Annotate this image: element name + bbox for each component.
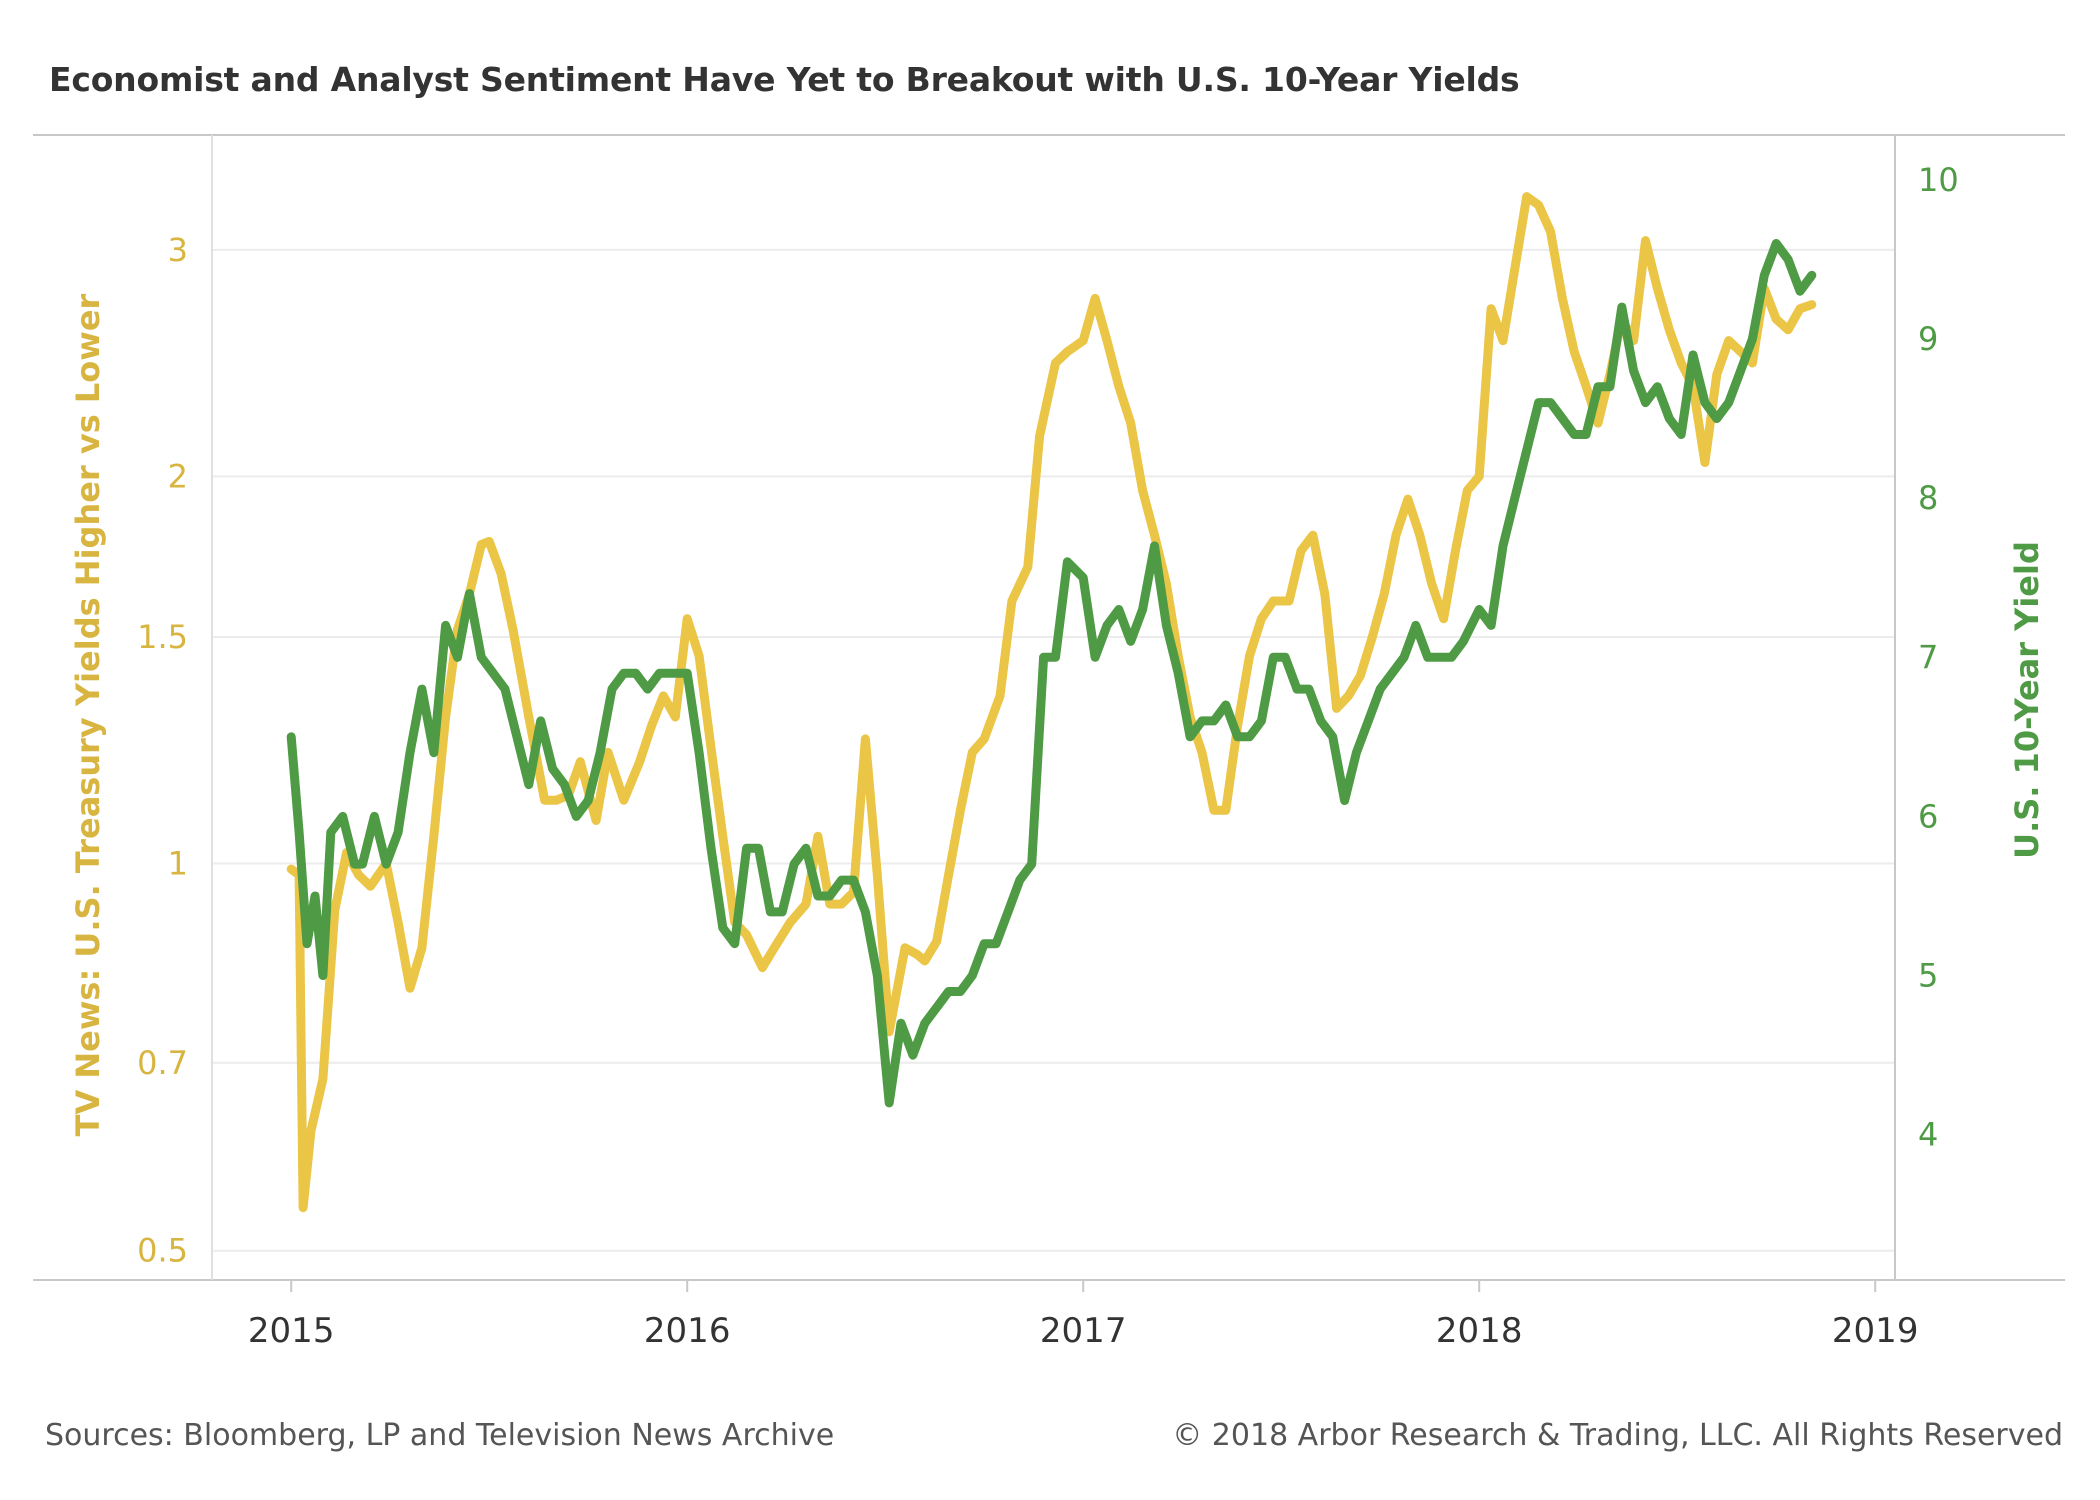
yield-series-line — [286, 239, 1817, 1108]
right-tick-label: 4 — [1918, 1116, 1938, 1154]
left-tick-label: 2 — [168, 457, 188, 495]
x-tick-label: 2018 — [1436, 1311, 1523, 1351]
chart-frame — [33, 134, 2065, 1281]
left-tick-label: 3 — [168, 231, 188, 269]
x-tick-label: 2015 — [248, 1311, 335, 1351]
x-tick-label: 2016 — [644, 1311, 731, 1351]
right-tick-label: 5 — [1918, 957, 1938, 995]
series-layer — [286, 192, 1817, 1213]
left-tick-label: 0.5 — [137, 1232, 188, 1270]
left-tick-label: 1.5 — [137, 618, 188, 656]
chart-title: Economist and Analyst Sentiment Have Yet… — [49, 60, 1520, 99]
tick-labels: 0.5 0.7 1 1.5 2 3 4 5 6 7 8 9 10 2015 2016 2017 2018 2019 — [137, 161, 1959, 1351]
right-tick-label: 8 — [1918, 479, 1938, 517]
x-tick-label: 2019 — [1832, 1311, 1919, 1351]
right-tick-label: 7 — [1918, 638, 1938, 676]
left-tick-label: 1 — [168, 845, 188, 883]
right-tick-label: 9 — [1918, 320, 1938, 358]
right-tick-label: 10 — [1918, 161, 1959, 199]
source-note: Sources: Bloomberg, LP and Television Ne… — [45, 1418, 835, 1453]
x-tick-label: 2017 — [1040, 1311, 1127, 1351]
copyright-note: © 2018 Arbor Research & Trading, LLC. Al… — [1172, 1418, 2063, 1453]
left-axis-title: TV News: U.S. Treasury Yields Higher vs … — [69, 293, 107, 1136]
right-axis-title: U.S. 10-Year Yield — [2008, 541, 2046, 859]
right-tick-label: 6 — [1918, 797, 1938, 835]
left-tick-label: 0.7 — [137, 1044, 188, 1082]
sentiment-series-line — [286, 192, 1817, 1213]
